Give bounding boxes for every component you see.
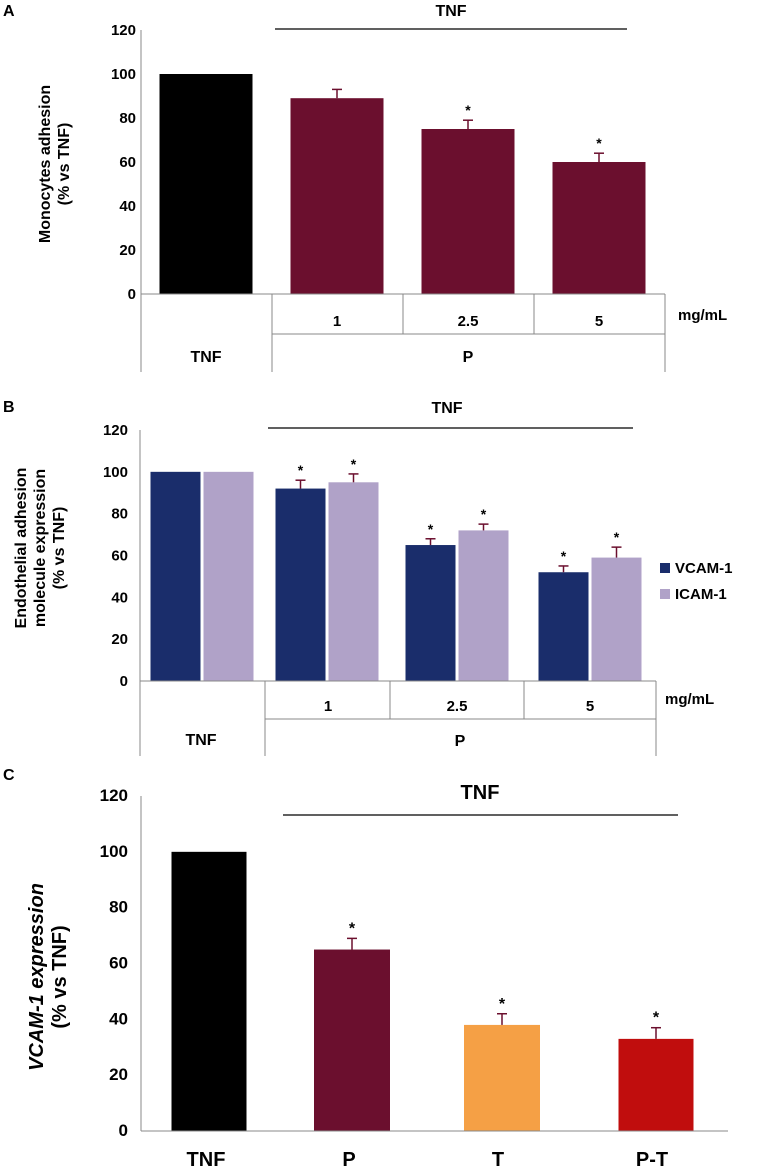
panel-b-unit-label: mg/mL <box>665 691 714 708</box>
panel-c-significance-2: * <box>499 996 506 1013</box>
panel-a-group-p: P <box>463 349 474 366</box>
panel-b-y-ticks: 0 20 40 60 80 100 120 <box>103 422 128 690</box>
panel-a: A Monocytes adhesion (% vs TNF) TNF 0 20 4… <box>3 3 727 372</box>
panel-b-ylabel-line1: Endothelial adhesion <box>13 468 30 629</box>
panel-a-significance-2: * <box>465 102 471 118</box>
panel-a-treatment-label: TNF <box>435 3 466 20</box>
panel-b-axes <box>139 430 657 756</box>
panel-a-ytick-40: 40 <box>119 198 136 215</box>
panel-c-ytick-120: 120 <box>100 786 128 805</box>
panel-c-bar-1 <box>314 949 390 1131</box>
legend-label-icam1: ICAM-1 <box>675 586 727 603</box>
panel-c-cat-3: P-T <box>636 1149 668 1171</box>
panel-a-axes <box>140 30 666 372</box>
panel-b-letter: B <box>3 399 15 416</box>
panel-c-ytick-60: 60 <box>109 954 128 973</box>
panel-b-bar-icam-1-2 <box>458 530 509 681</box>
panel-b-vcam-1-significance-3: * <box>561 548 567 564</box>
panel-c-y-ticks: 0 20 40 60 80 100 120 <box>100 786 128 1140</box>
panel-c-axes <box>140 796 728 1132</box>
panel-c-bar-3 <box>618 1038 694 1131</box>
panel-b-bar-icam-1-1 <box>328 482 379 681</box>
panel-a-ytick-120: 120 <box>111 22 136 39</box>
panel-a-ytick-60: 60 <box>119 154 136 171</box>
panel-b-group-p: P <box>455 733 466 750</box>
panel-b-bar-vcam-1-1 <box>275 488 326 681</box>
panel-b-bar-vcam-1-2 <box>405 545 456 681</box>
panel-b-treatment-label: TNF <box>431 400 462 417</box>
panel-a-bar-1 <box>290 98 384 294</box>
legend-label-vcam1: VCAM-1 <box>675 560 733 577</box>
panel-b-icam-1-significance-3: * <box>614 529 620 545</box>
panel-b-bar-icam-1-0 <box>203 471 254 681</box>
panel-c-ytick-100: 100 <box>100 842 128 861</box>
panel-a-cat-2: 2.5 <box>458 313 479 330</box>
panel-a-ylabel-line2: (% vs TNF) <box>56 123 73 206</box>
panel-a-significance-3: * <box>596 135 602 151</box>
panel-a-group-tnf: TNF <box>190 349 221 366</box>
panel-b-ytick-80: 80 <box>111 506 128 523</box>
panel-c-cat-0: TNF <box>187 1149 226 1171</box>
panel-b-bar-icam-1-3 <box>591 557 642 681</box>
panel-b-cat-3: 5 <box>586 698 594 715</box>
panel-b-ytick-100: 100 <box>103 464 128 481</box>
panel-a-bar-2 <box>421 129 515 294</box>
panel-c-ytick-80: 80 <box>109 898 128 917</box>
panel-a-ytick-0: 0 <box>128 286 136 303</box>
panel-c-ytick-40: 40 <box>109 1009 128 1028</box>
panel-a-bar-3 <box>552 162 646 294</box>
panel-c-letter: C <box>3 767 15 784</box>
panel-b-cat-1: 1 <box>324 698 332 715</box>
panel-b-vcam-1-significance-2: * <box>428 521 434 537</box>
panel-b-ytick-60: 60 <box>111 548 128 565</box>
panel-a-ytick-80: 80 <box>119 110 136 127</box>
panel-c-bars: * * * <box>171 851 694 1131</box>
panel-c-bar-0 <box>171 851 247 1131</box>
panel-b-icam-1-significance-2: * <box>481 506 487 522</box>
panel-c-ytick-20: 20 <box>109 1065 128 1084</box>
panel-a-ytick-100: 100 <box>111 66 136 83</box>
panel-b-legend: VCAM-1 ICAM-1 <box>660 560 733 603</box>
panel-b-ytick-40: 40 <box>111 589 128 606</box>
panel-b-group-tnf: TNF <box>185 732 216 749</box>
panel-b-bars: * * * * * * <box>150 456 642 681</box>
panel-b-ylabel-line2: molecule expression <box>32 469 49 627</box>
panel-c-ytick-0: 0 <box>119 1121 128 1140</box>
panel-c-ylabel-line2: (% vs TNF) <box>49 925 71 1028</box>
panel-b-ytick-0: 0 <box>120 673 128 690</box>
panel-c-cat-2: T <box>492 1149 504 1171</box>
panel-a-bar-0 <box>159 74 253 294</box>
panel-b-vcam-1-significance-1: * <box>298 462 304 478</box>
panel-b: B Endothelial adhesion molecule expressi… <box>3 399 733 756</box>
panel-b-cat-2: 2.5 <box>447 698 468 715</box>
legend-swatch-vcam1 <box>660 563 670 573</box>
panel-a-y-ticks: 0 20 40 60 80 100 120 <box>111 22 136 303</box>
panel-c-treatment-label: TNF <box>461 782 500 804</box>
panel-b-bar-vcam-1-0 <box>150 471 201 681</box>
panel-b-ytick-120: 120 <box>103 422 128 439</box>
panel-c: C VCAM-1 expression (% vs TNF) TNF 0 20 40… <box>3 767 728 1171</box>
panel-a-ylabel-line1: Monocytes adhesion <box>37 85 54 243</box>
panel-c-ylabel-line1: VCAM-1 expression <box>26 883 48 1071</box>
panel-a-ytick-20: 20 <box>119 242 136 259</box>
panel-c-bar-2 <box>464 1024 540 1131</box>
panel-a-bars: ** <box>159 74 646 294</box>
panel-c-cat-1: P <box>342 1149 355 1171</box>
panel-c-significance-3: * <box>653 1010 660 1027</box>
panel-a-cat-1: 1 <box>333 313 341 330</box>
panel-a-letter: A <box>3 3 15 20</box>
panel-a-unit-label: mg/mL <box>678 307 727 324</box>
panel-b-ylabel-line3: (% vs TNF) <box>51 507 68 590</box>
panel-b-bar-vcam-1-3 <box>538 572 589 681</box>
legend-swatch-icam1 <box>660 589 670 599</box>
panel-b-icam-1-significance-1: * <box>351 456 357 472</box>
panel-b-ytick-20: 20 <box>111 631 128 648</box>
panel-c-significance-1: * <box>349 920 356 937</box>
panel-a-cat-3: 5 <box>595 313 603 330</box>
